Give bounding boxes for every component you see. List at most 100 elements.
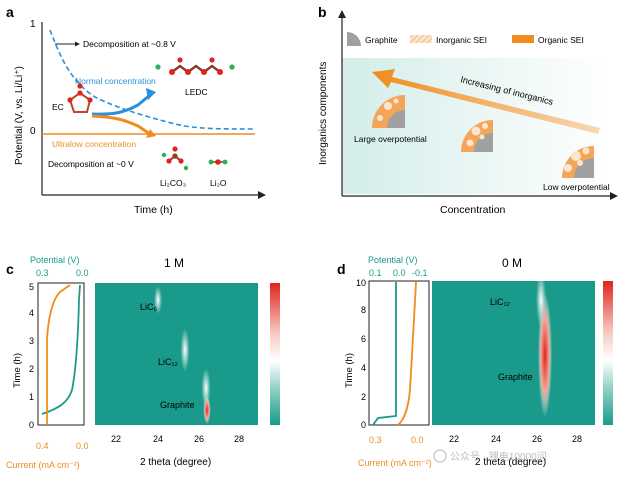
panel-c-theta-ticks: 22 24 26 28 <box>111 434 244 444</box>
panel-d-time-tick-0: 0 <box>361 420 366 430</box>
wechat-icon <box>433 449 447 463</box>
panel-c-time-tick-4: 4 <box>29 308 34 318</box>
panel-d-time-label: Time (h) <box>344 353 355 388</box>
watermark: 公众号 · 锂电10000问 <box>433 449 547 463</box>
panel-c-time-ticks: 0 1 2 3 4 5 <box>29 282 34 430</box>
panel-d-theta-tick-2: 26 <box>532 434 542 444</box>
panel-d-label: d <box>337 261 346 277</box>
panel-c-label: c <box>6 261 14 277</box>
ultralow-label: Ultralow concentration <box>52 139 136 149</box>
panel-d-ann-lic12: LiC₁₂ <box>490 297 511 307</box>
panel-d-pot-tick-0: 0.1 <box>369 268 382 278</box>
ec-molecule-icon <box>67 83 93 113</box>
panel-d-cur-tick-1: 0.0 <box>411 435 424 445</box>
panel-d-time-tick-3: 6 <box>361 334 366 344</box>
panel-c-colorbar <box>270 283 280 425</box>
y-tick-0: 0 <box>30 126 36 137</box>
panel-c: c 1 M Potential (V) 0.3 0.0 0.4 0.0 Curr… <box>6 255 280 470</box>
panel-d-time-ticks: 0 2 4 6 8 10 <box>356 278 366 430</box>
normal-branch-arrowhead-icon <box>146 88 156 100</box>
panel-b-x-label: Concentration <box>440 204 506 216</box>
panel-d-title: 0 M <box>502 256 522 270</box>
note-top-arrow-icon <box>75 41 80 47</box>
sei-particle-mid <box>461 120 493 152</box>
note-top: Decomposition at ~0.8 V <box>83 39 176 49</box>
note-bottom: Decomposition at ~0 V <box>48 159 134 169</box>
panel-c-cur-tick-0: 0.4 <box>36 441 49 451</box>
panel-d-heatmap <box>432 281 595 425</box>
panel-d-theta-tick-0: 22 <box>449 434 459 444</box>
ultralow-branch-arrow <box>91 114 151 136</box>
panel-b-label: b <box>318 4 327 20</box>
panel-a-label: a <box>6 4 14 20</box>
sei-particle-large-op <box>372 95 405 128</box>
li2co3-label: Li₂CO₃ <box>160 178 186 188</box>
panel-c-current-curve <box>46 284 71 424</box>
panel-d-potential-label: Potential (V) <box>368 255 418 265</box>
li2co3-molecule-icon <box>161 146 189 171</box>
ec-label: EC <box>52 102 64 112</box>
panel-c-ann-graphite: Graphite <box>160 400 195 410</box>
panel-d-cur-tick-0: 0.3 <box>369 435 382 445</box>
panel-c-time-tick-1: 1 <box>29 392 34 402</box>
panel-c-time-tick-3: 3 <box>29 336 34 346</box>
panel-c-ann-lic12: LiC₁₂ <box>158 357 179 367</box>
panel-b-y-arrow-icon <box>338 10 346 18</box>
panel-d-electrochem-box <box>368 280 430 426</box>
panel-c-time-tick-2: 2 <box>29 364 34 374</box>
panel-b-y-label: Inorganics components <box>318 62 329 165</box>
panel-c-two-theta-label: 2 theta (degree) <box>140 457 211 468</box>
panel-c-pot-tick-1: 0.0 <box>76 268 89 278</box>
watermark-text: 公众号 · 锂电10000问 <box>450 450 547 463</box>
ledc-label: LEDC <box>185 87 208 97</box>
panel-c-peak-graphite <box>203 396 211 424</box>
panel-c-theta-tick-0: 22 <box>111 434 121 444</box>
panel-b-x-arrow-icon <box>610 192 618 200</box>
panel-d-current-curve <box>397 281 417 426</box>
inorganic-sei-legend-icon <box>410 35 432 43</box>
panel-d-colorbar <box>603 281 613 425</box>
legend-organic: Organic SEI <box>538 35 584 45</box>
graphite-legend-icon <box>347 32 361 46</box>
normal-branch-arrow <box>91 93 151 116</box>
panel-d: d 0 M Potential (V) 0.1 0.0 -0.1 0.3 0.0… <box>337 255 613 468</box>
panel-d-peak-graphite <box>538 293 552 417</box>
panel-a-y-label: Potential (V, vs. Li/Li⁺) <box>14 66 25 165</box>
panel-d-two-theta-label: 2 theta (degree) <box>475 457 546 468</box>
panel-c-theta-tick-3: 28 <box>234 434 244 444</box>
panel-c-time-tick-5: 5 <box>29 282 34 292</box>
panel-a: a 1 0 Potential (V, vs. Li/Li⁺) Time (h)… <box>6 4 266 216</box>
panel-d-ann-graphite: Graphite <box>498 372 533 382</box>
panel-a-x-label: Time (h) <box>134 204 173 216</box>
panel-c-time-tick-0: 0 <box>29 420 34 430</box>
panel-d-theta-tick-1: 24 <box>491 434 501 444</box>
ledc-molecule-icon <box>155 57 235 75</box>
panel-b: b Inorganics components Concentration Gr… <box>318 4 618 216</box>
y-tick-1: 1 <box>30 19 36 30</box>
panel-d-time-tick-4: 8 <box>361 305 366 315</box>
li2o-label: Li₂O <box>210 178 227 188</box>
sei-particle-low-op <box>562 146 594 178</box>
panel-d-current-label: Current (mA cm⁻²) <box>358 458 432 468</box>
low-op-label: Low overpotential <box>543 182 610 192</box>
panel-c-theta-tick-2: 26 <box>194 434 204 444</box>
x-axis-arrow-icon <box>258 191 266 199</box>
panel-d-theta-ticks: 22 24 26 28 <box>449 434 582 444</box>
panel-c-cur-tick-1: 0.0 <box>76 441 89 451</box>
ultralow-branch-arrowhead-icon <box>146 129 156 138</box>
panel-c-potential-label: Potential (V) <box>30 255 80 265</box>
legend-inorganic: Inorganic SEI <box>436 35 487 45</box>
panel-d-pot-tick-1: 0.0 <box>393 268 406 278</box>
panel-d-pot-tick-2: -0.1 <box>412 268 428 278</box>
panel-c-ann-lic6: LiC₆ <box>140 302 158 312</box>
panel-d-time-tick-5: 10 <box>356 278 366 288</box>
panel-c-peak-lic12 <box>180 328 190 372</box>
li2o-molecule-icon <box>208 159 228 165</box>
panel-d-potential-curve <box>372 282 397 426</box>
panel-c-title: 1 M <box>164 256 184 270</box>
panel-c-heatmap <box>95 283 258 425</box>
panel-d-theta-tick-3: 28 <box>572 434 582 444</box>
panel-c-time-label: Time (h) <box>12 353 23 388</box>
panel-c-pot-tick-0: 0.3 <box>36 268 49 278</box>
